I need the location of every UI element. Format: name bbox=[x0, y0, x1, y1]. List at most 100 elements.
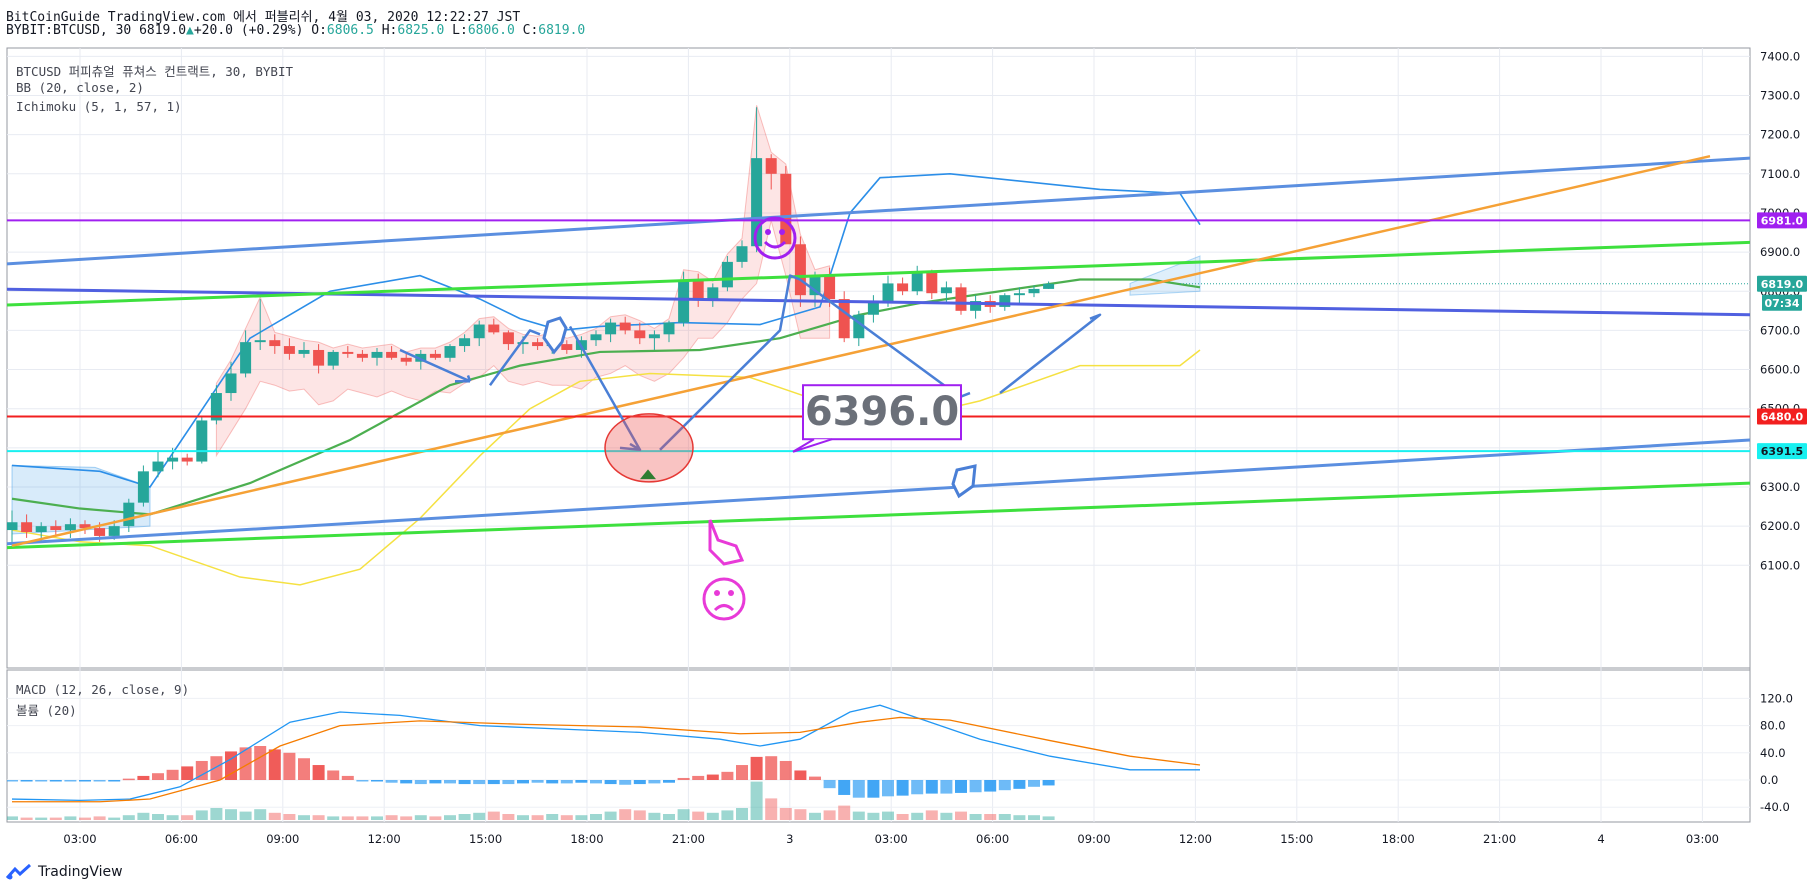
volume-bar bbox=[531, 815, 544, 820]
open-label: O: bbox=[311, 23, 327, 38]
volume-bar bbox=[49, 817, 62, 820]
macd-histogram-bar bbox=[838, 780, 851, 795]
chart-header-title: BitCoinGuide TradingView.com 에서 퍼블리쉬, 4월… bbox=[6, 10, 521, 25]
macd-histogram-bar bbox=[706, 774, 719, 780]
macd-tick-label: 120.0 bbox=[1760, 691, 1793, 705]
volume-bar bbox=[108, 817, 121, 820]
grid bbox=[7, 48, 1750, 822]
candle bbox=[429, 353, 441, 358]
price-label-box bbox=[1757, 408, 1807, 425]
macd-plot bbox=[7, 704, 1201, 820]
chart-header-ohlc: BYBIT:BTCUSD, 30 6819.0▲+20.0 (+0.29%) O… bbox=[6, 23, 585, 38]
annotation-text: 6396.0 bbox=[805, 389, 959, 435]
macd-histogram-bar bbox=[590, 780, 602, 784]
macd-histogram-bar bbox=[225, 751, 237, 780]
candle bbox=[444, 346, 456, 358]
volume-bar bbox=[93, 816, 106, 820]
macd-histogram-bar bbox=[984, 780, 997, 792]
ichimoku-legend[interactable]: Ichimoku (5, 1, 57, 1) bbox=[16, 99, 182, 114]
candle bbox=[561, 344, 573, 350]
volume-legend[interactable]: 볼륨 (20) bbox=[16, 703, 77, 718]
arrow-head bbox=[466, 375, 472, 382]
macd-histogram-bar bbox=[955, 780, 967, 793]
candle bbox=[21, 522, 33, 533]
macd-histogram-bar bbox=[239, 747, 252, 780]
volume-bar bbox=[400, 816, 413, 820]
price-label-text: 6819.0 bbox=[1761, 278, 1804, 291]
symbol-legend[interactable]: BTCUSD 퍼피츄얼 퓨쳐스 컨트랙트, 30, BYBIT bbox=[16, 64, 294, 79]
volume-bar bbox=[619, 809, 632, 820]
volume-bar bbox=[736, 808, 748, 820]
macd-line bbox=[11, 704, 1200, 802]
macd-tick-label: 0.0 bbox=[1760, 773, 1778, 787]
main-pane[interactable] bbox=[6, 47, 1751, 669]
volume-bar bbox=[341, 816, 354, 820]
candle bbox=[400, 357, 412, 362]
macd-tick-label: 40.0 bbox=[1760, 746, 1786, 760]
macd-histogram-bar bbox=[619, 780, 632, 785]
macd-legend[interactable]: MACD (12, 26, close, 9) bbox=[16, 682, 190, 697]
macd-histogram-bar bbox=[400, 780, 413, 784]
volume-bar bbox=[487, 811, 500, 820]
volume-bar bbox=[210, 808, 223, 820]
moving-average-line bbox=[11, 278, 1201, 516]
macd-histogram-bar bbox=[35, 780, 48, 782]
volume-bar bbox=[79, 817, 91, 820]
highlight-ellipse bbox=[604, 413, 694, 483]
tradingview-footer[interactable]: TradingView bbox=[6, 864, 123, 880]
volume-bar bbox=[429, 816, 442, 820]
candle bbox=[707, 287, 719, 300]
macd-histogram-bar bbox=[298, 758, 310, 780]
price-label-box bbox=[1757, 443, 1807, 460]
macd-histogram-bar bbox=[896, 780, 909, 796]
bb-upper-line bbox=[11, 172, 1201, 488]
price-labels: 6981.0 6819.0 6480.0 6391.5 07:34 bbox=[1757, 212, 1807, 460]
macd-pane[interactable] bbox=[6, 669, 1751, 823]
volume-bar bbox=[64, 816, 77, 820]
macd-histogram-bar bbox=[79, 780, 91, 782]
volume-bar bbox=[925, 810, 938, 820]
volume-bar bbox=[663, 814, 675, 820]
candle bbox=[108, 526, 120, 536]
macd-histogram-bar bbox=[852, 780, 865, 798]
price-tick-label: 6600.0 bbox=[1760, 363, 1800, 377]
candle bbox=[794, 244, 806, 296]
candle bbox=[532, 342, 544, 347]
time-tick-label: 4 bbox=[1597, 832, 1604, 846]
macd-histogram-bar bbox=[604, 780, 617, 785]
volume-bar bbox=[648, 812, 661, 820]
main-plot: 6396.0 bbox=[7, 105, 1750, 621]
volume-bar bbox=[896, 814, 909, 820]
candle bbox=[590, 334, 602, 341]
candle bbox=[167, 457, 179, 462]
volume-bar bbox=[225, 809, 237, 820]
candle bbox=[473, 324, 485, 339]
symbol-label: BYBIT:BTCUSD, 30 bbox=[6, 23, 132, 38]
volume-bar bbox=[546, 814, 559, 820]
macd-histogram-bar bbox=[560, 780, 573, 784]
macd-histogram-bar bbox=[1013, 780, 1026, 789]
macd-histogram-bar bbox=[867, 780, 880, 798]
ichimoku-cloud bbox=[215, 105, 831, 458]
candle bbox=[619, 322, 631, 331]
macd-histogram-bar bbox=[327, 770, 340, 780]
candle bbox=[663, 322, 675, 335]
arrow-down bbox=[399, 348, 471, 383]
volume-bar bbox=[502, 814, 515, 820]
candle bbox=[35, 526, 47, 533]
volume-bar bbox=[254, 809, 267, 820]
macd-histogram-bar bbox=[152, 773, 164, 780]
macd-histogram-bar bbox=[940, 780, 953, 794]
bb-legend[interactable]: BB (20, close, 2) bbox=[16, 80, 144, 95]
macd-histogram-bar bbox=[736, 765, 748, 780]
volume-bar bbox=[940, 812, 953, 820]
candle bbox=[970, 301, 982, 311]
macd-histogram-bar bbox=[283, 752, 296, 780]
price-axis[interactable] bbox=[1750, 48, 1818, 822]
volume-bar bbox=[195, 810, 208, 820]
candle bbox=[751, 158, 763, 247]
pointer-hand-icon bbox=[708, 519, 745, 566]
candle bbox=[999, 295, 1011, 307]
volume-bar bbox=[560, 815, 573, 820]
